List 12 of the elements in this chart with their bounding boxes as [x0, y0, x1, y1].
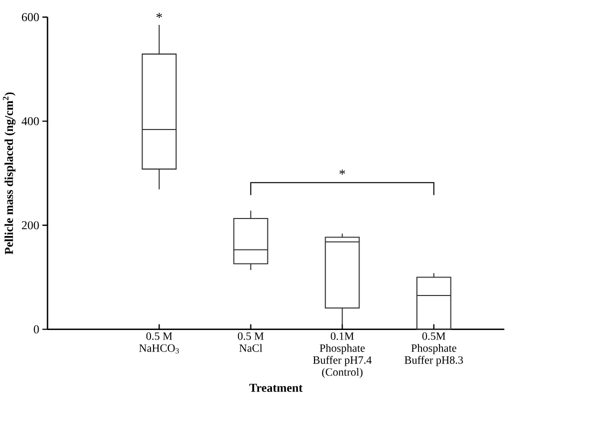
- y-tick-label: 400: [22, 117, 39, 126]
- y-tick-label: 200: [22, 221, 39, 230]
- x-tick-label: 0.5 M NaCl: [238, 332, 264, 352]
- x-tick-label: 0.5M Phosphate Buffer pH8.3: [404, 332, 463, 366]
- annotation: *: [340, 169, 346, 174]
- x-tick-label: 0.5 M NaHCO$_{3}$: [139, 332, 179, 354]
- y-axis-title: Pellicle mass displaced (ng/cm$^{2}$): [2, 92, 16, 254]
- y-tick-label: 600: [22, 12, 39, 22]
- annotation: *: [156, 12, 162, 18]
- x-axis-title: Treatment: [249, 384, 303, 392]
- y-tick-label: 0: [34, 325, 39, 334]
- x-tick-label: 0.1M Phosphate Buffer pH7.4 (Control): [313, 332, 372, 378]
